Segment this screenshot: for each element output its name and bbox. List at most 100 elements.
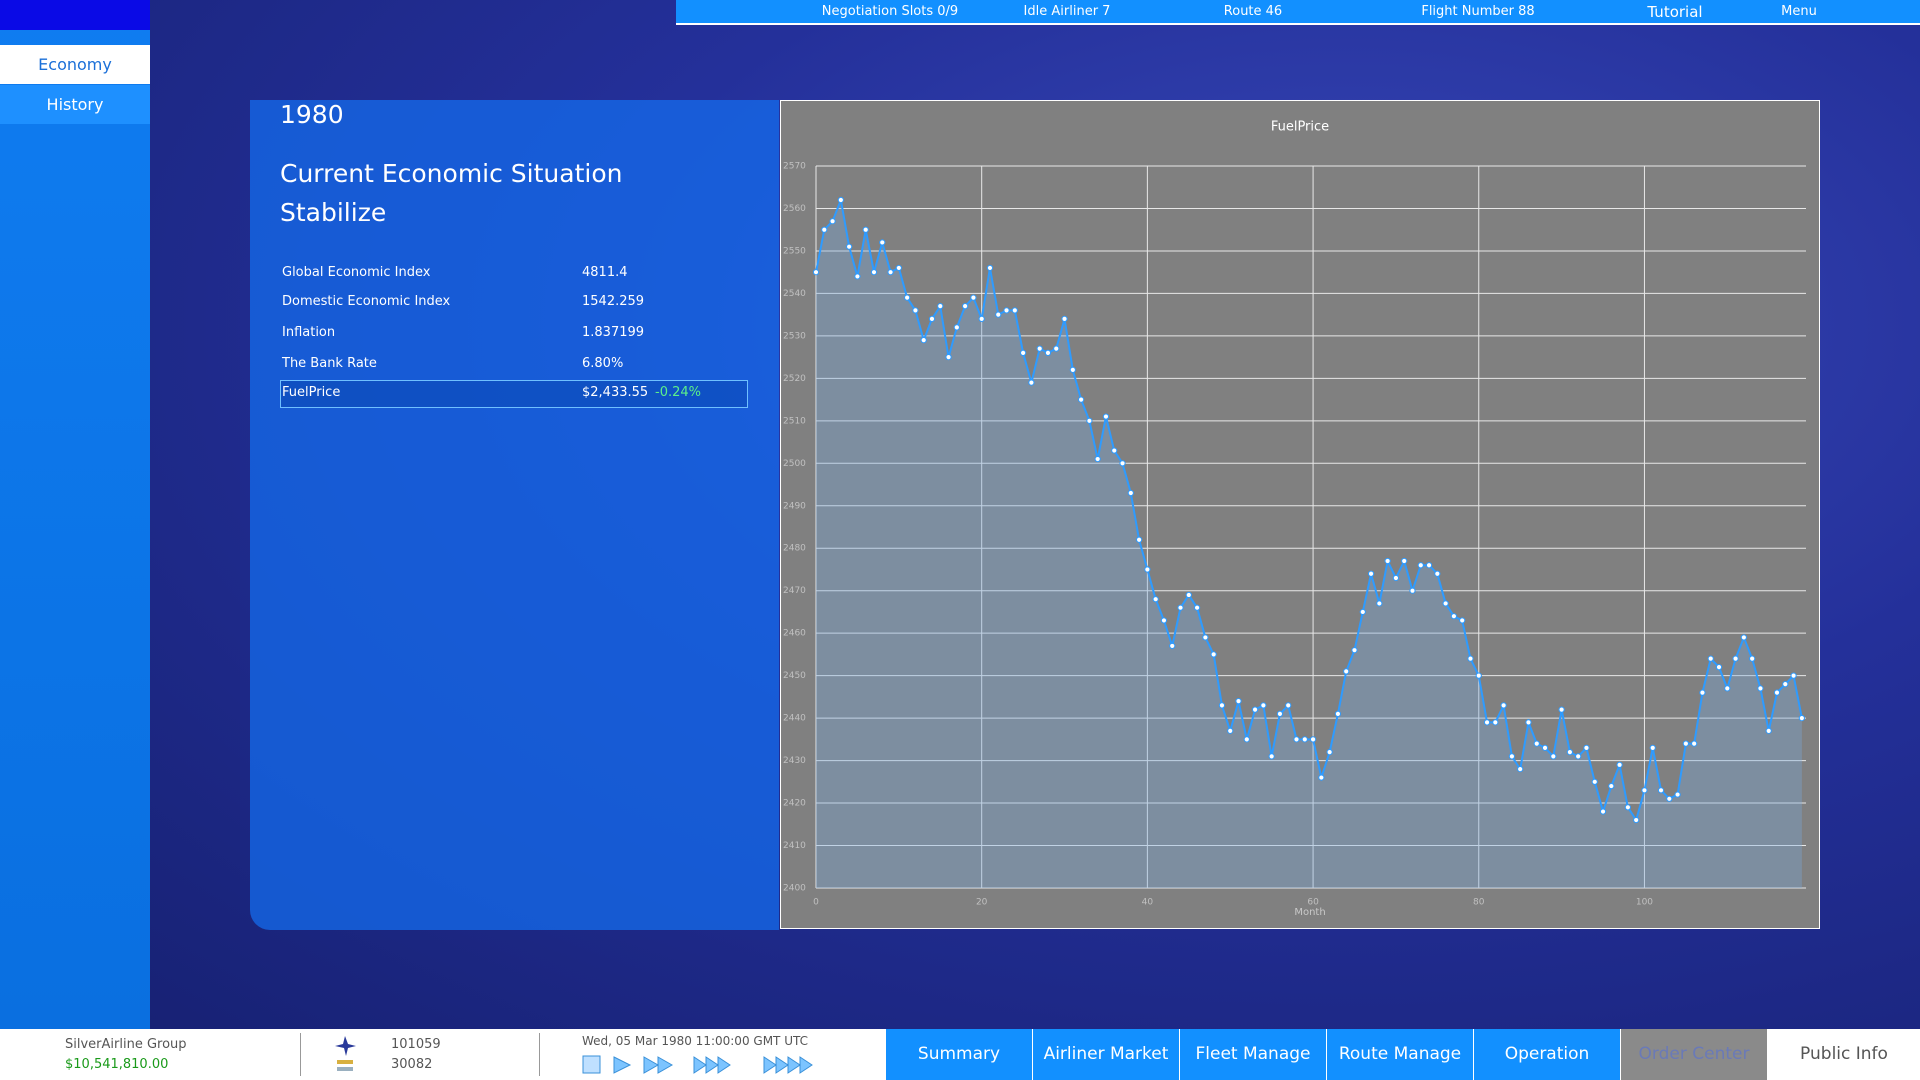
point xyxy=(1069,366,1076,373)
top-bar-item[interactable]: Negotiation Slots 0/9 xyxy=(821,4,959,19)
nav-tab[interactable]: Operation xyxy=(1473,1029,1620,1080)
point xyxy=(1343,668,1350,675)
point xyxy=(1475,672,1482,679)
point xyxy=(1740,634,1747,641)
x-tick-label: 40 xyxy=(1142,898,1154,908)
point xyxy=(1707,655,1714,662)
point xyxy=(862,226,869,233)
top-bar-item[interactable]: Route 46 xyxy=(1223,4,1283,19)
point xyxy=(1210,651,1217,658)
point xyxy=(1202,634,1209,641)
point xyxy=(1260,702,1267,709)
point xyxy=(1691,740,1698,747)
y-tick-label: 2490 xyxy=(783,501,806,511)
point xyxy=(812,269,820,276)
point xyxy=(1641,787,1648,794)
point xyxy=(895,264,902,272)
point xyxy=(1359,608,1366,616)
point xyxy=(1218,702,1226,709)
indicator-change: -0.24% xyxy=(655,385,701,400)
point xyxy=(1227,727,1234,734)
point xyxy=(1326,748,1333,756)
point xyxy=(1566,748,1573,756)
point xyxy=(829,218,836,225)
y-tick-label: 2550 xyxy=(783,246,806,256)
point xyxy=(1409,587,1416,594)
indicator-value: 1.837199 xyxy=(582,325,645,340)
nav-tab: Order Center xyxy=(1620,1029,1767,1080)
nav-tab[interactable]: Route Manage xyxy=(1326,1029,1473,1080)
point xyxy=(1285,702,1292,709)
point xyxy=(970,294,977,301)
point xyxy=(1765,727,1772,734)
point xyxy=(1169,642,1176,650)
point xyxy=(1624,804,1631,811)
top-bar-item[interactable]: Tutorial xyxy=(1647,3,1703,21)
point xyxy=(1401,557,1408,565)
point xyxy=(1351,647,1358,654)
speed-1[interactable] xyxy=(613,1056,632,1074)
point xyxy=(837,196,844,204)
point xyxy=(928,315,936,322)
x-tick-label: 80 xyxy=(1473,898,1485,908)
top-bar-item[interactable]: Menu xyxy=(1781,4,1817,19)
nav-tab[interactable]: Public Info xyxy=(1767,1029,1920,1080)
point xyxy=(904,294,911,301)
point xyxy=(1392,574,1400,582)
y-tick-label: 2440 xyxy=(783,714,806,724)
point xyxy=(1243,736,1250,743)
cash: $10,541,810.00 xyxy=(65,1057,169,1072)
y-tick-label: 2410 xyxy=(783,841,806,851)
nav-tab[interactable]: Fleet Manage xyxy=(1179,1029,1326,1080)
point xyxy=(1102,413,1110,420)
nav-tab[interactable]: Airliner Market xyxy=(1032,1029,1179,1080)
point xyxy=(1450,613,1458,620)
company-name: SilverAirline Group xyxy=(65,1037,187,1052)
top-bar: Negotiation Slots 0/9 Idle Airliner 7 Ro… xyxy=(676,0,1920,25)
pause-button[interactable] xyxy=(582,1055,601,1074)
point xyxy=(1757,685,1764,692)
point xyxy=(1434,570,1441,577)
speed-3[interactable] xyxy=(693,1056,731,1074)
indicator-label: The Bank Rate xyxy=(282,356,377,371)
top-bar-item[interactable]: Idle Airliner 7 xyxy=(1023,4,1111,19)
point xyxy=(1724,685,1731,692)
nav-tab[interactable]: Summary xyxy=(885,1029,1032,1080)
economy-panel: 1980 Current Economic Situation Stabiliz… xyxy=(250,100,779,930)
heading: Current Economic Situation xyxy=(280,159,623,188)
point xyxy=(995,311,1002,318)
sidebar-tab[interactable]: History xyxy=(0,85,150,124)
point xyxy=(1144,566,1151,573)
point xyxy=(1235,698,1242,705)
indicator-label: Domestic Economic Index xyxy=(282,294,451,309)
point xyxy=(1699,689,1706,696)
point xyxy=(920,337,927,344)
point xyxy=(1078,396,1085,403)
y-tick-label: 2450 xyxy=(783,671,806,681)
point xyxy=(945,354,952,361)
speed-4[interactable] xyxy=(763,1056,813,1074)
speed-2[interactable] xyxy=(643,1056,674,1074)
point xyxy=(1036,345,1043,352)
point xyxy=(1417,562,1424,569)
point xyxy=(1798,715,1805,722)
point xyxy=(870,269,878,276)
point xyxy=(1119,460,1126,467)
x-tick-label: 100 xyxy=(1636,898,1653,908)
point xyxy=(1500,702,1507,709)
sidebar-tab[interactable]: Economy xyxy=(0,45,150,84)
chart-panel: FuelPrice Month 2400 2410 2420 2430 2440 2450… xyxy=(780,100,1820,929)
y-tick-label: 2520 xyxy=(783,374,806,384)
point xyxy=(1268,753,1275,760)
point xyxy=(1591,778,1598,785)
point xyxy=(1782,681,1789,688)
point xyxy=(1334,710,1342,717)
point xyxy=(1053,345,1060,352)
top-bar-item[interactable]: Flight Number 88 xyxy=(1421,4,1535,19)
point xyxy=(1575,753,1582,760)
airline-icon xyxy=(335,1036,356,1071)
point xyxy=(1467,655,1474,662)
point xyxy=(1086,417,1093,424)
point xyxy=(1293,736,1300,743)
